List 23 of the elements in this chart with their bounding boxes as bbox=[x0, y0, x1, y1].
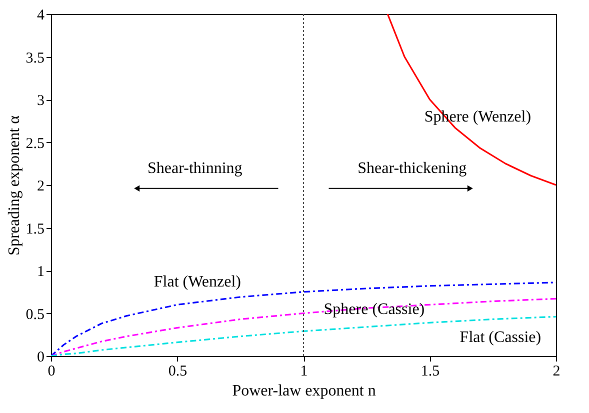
y-tick-label: 1.5 bbox=[26, 221, 44, 238]
y-axis-title: Spreading exponent α bbox=[6, 114, 23, 256]
series-label: Sphere (Cassie) bbox=[324, 300, 425, 318]
annotation: Shear-thickening bbox=[358, 160, 467, 177]
x-tick-label: 0 bbox=[48, 364, 56, 380]
series-label: Flat (Cassie) bbox=[460, 329, 542, 346]
annotation: Shear-thinning bbox=[148, 160, 242, 177]
y-tick-label: 0.5 bbox=[26, 306, 44, 323]
y-tick-label: 2.5 bbox=[26, 136, 44, 152]
x-tick-label: 1 bbox=[300, 364, 308, 380]
series-label: Flat (Wenzel) bbox=[154, 273, 242, 290]
x-tick-label: 1.5 bbox=[420, 364, 440, 380]
line-series bbox=[51, 298, 556, 356]
y-tick-label: 2 bbox=[37, 178, 44, 194]
x-tick-label: 0.5 bbox=[168, 364, 188, 380]
x-axis-title: Power-law exponent n bbox=[232, 382, 376, 400]
x-tick-label: 2 bbox=[552, 364, 560, 380]
line-series bbox=[51, 316, 556, 356]
y-tick-label: 1 bbox=[37, 264, 44, 280]
y-tick-label: 4 bbox=[37, 8, 45, 24]
y-tick-label: 3.5 bbox=[26, 50, 44, 66]
y-tick-label: 3 bbox=[37, 93, 44, 109]
y-tick-label: 0 bbox=[37, 350, 44, 366]
